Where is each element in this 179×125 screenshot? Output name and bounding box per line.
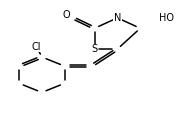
Text: S: S — [91, 44, 98, 54]
Text: O: O — [62, 10, 70, 20]
Text: N: N — [114, 13, 121, 23]
Text: Cl: Cl — [32, 42, 41, 52]
Text: HO: HO — [159, 13, 174, 23]
